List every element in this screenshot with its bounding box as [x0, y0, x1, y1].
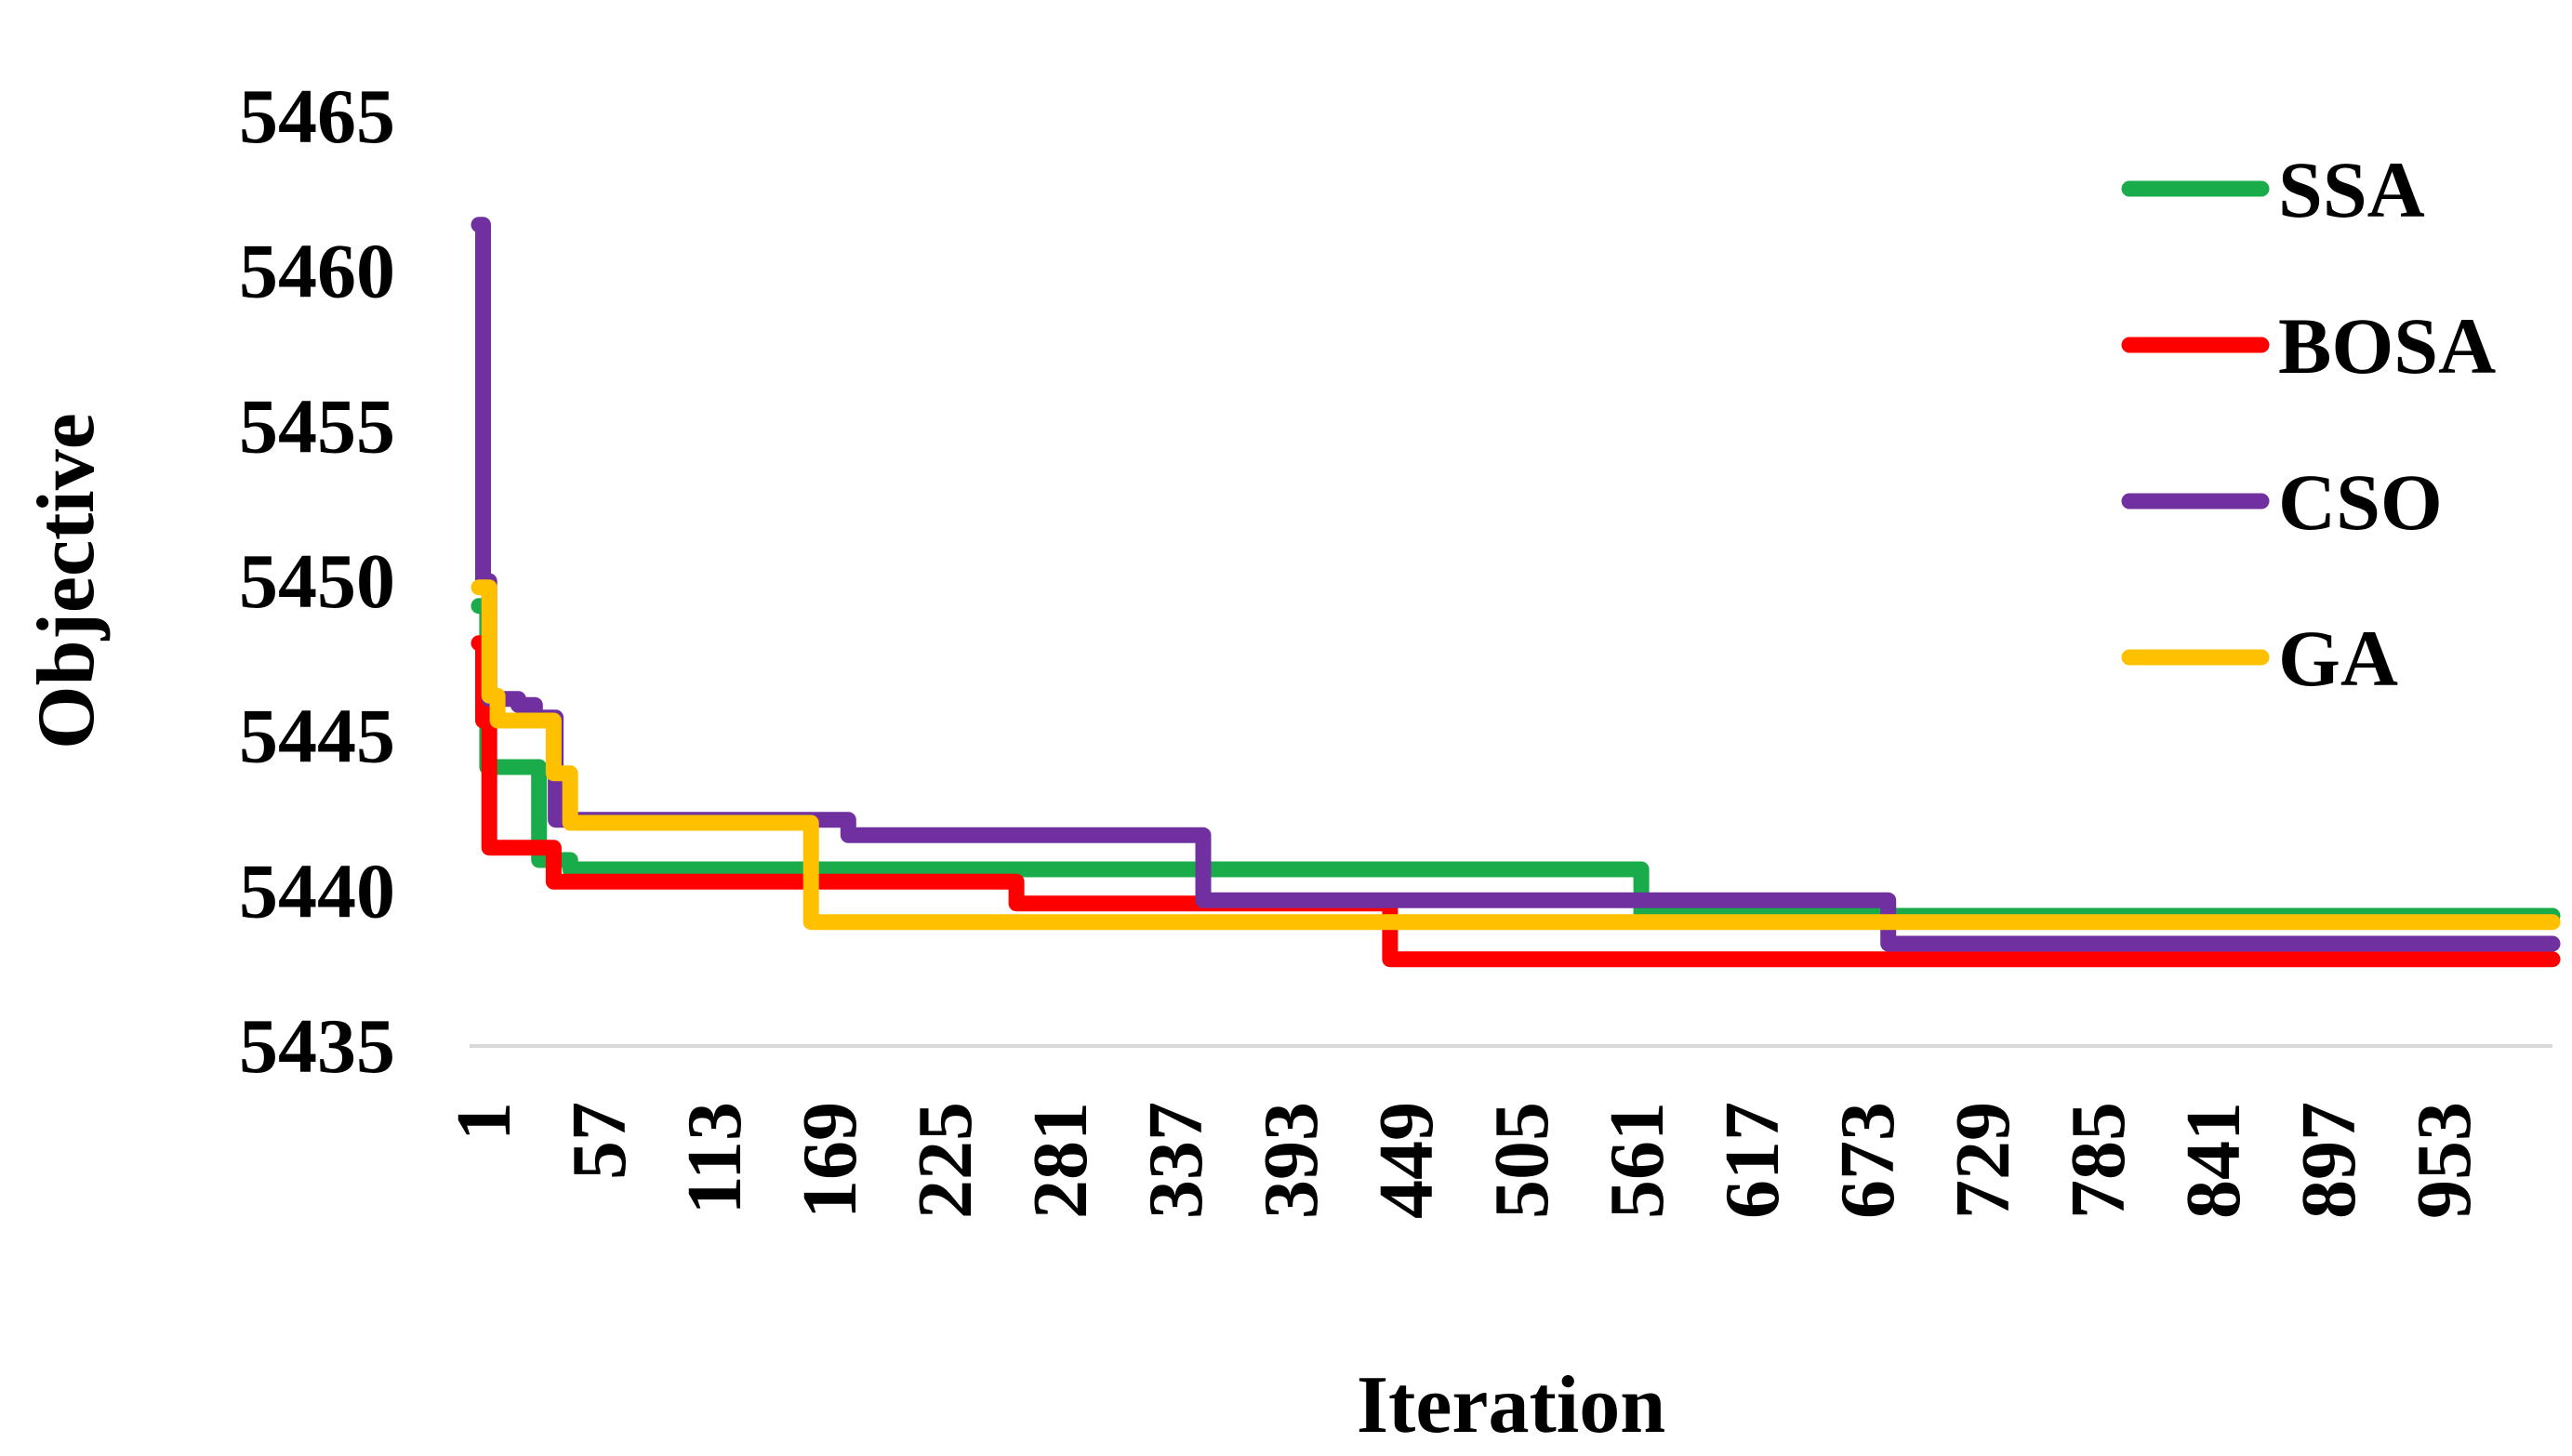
- legend-label-ga: GA: [2278, 614, 2398, 703]
- y-tick-label: 5450: [239, 538, 395, 625]
- legend-label-bosa: BOSA: [2278, 301, 2496, 390]
- legend-label-ssa: SSA: [2278, 145, 2425, 234]
- x-tick-label: 673: [1824, 1102, 1911, 1219]
- y-tick-label: 5460: [239, 229, 395, 315]
- x-tick-label: 337: [1133, 1102, 1219, 1219]
- y-axis-ticks: 5435 5440 5445 5450 5455 5460 5465: [239, 73, 395, 1090]
- x-tick-label: 897: [2286, 1102, 2372, 1219]
- x-tick-label: 449: [1363, 1102, 1450, 1219]
- x-tick-label: 393: [1248, 1102, 1334, 1219]
- y-tick-label: 5445: [239, 694, 395, 780]
- series-line-ga: [471, 579, 2561, 931]
- x-tick-label: 281: [1017, 1102, 1104, 1219]
- legend-label-cso: CSO: [2278, 457, 2443, 547]
- x-tick-label: 561: [1594, 1102, 1680, 1219]
- x-tick-label: 505: [1478, 1102, 1565, 1219]
- y-tick-label: 5435: [239, 1003, 395, 1090]
- series-layer: [471, 217, 2561, 968]
- x-tick-label: 1: [441, 1102, 527, 1141]
- series-line-cso: [471, 217, 2561, 952]
- x-tick-label: 841: [2170, 1102, 2257, 1219]
- y-tick-label: 5465: [239, 73, 395, 160]
- x-axis-title: Iteration: [1357, 1360, 1665, 1450]
- x-tick-label: 57: [556, 1102, 643, 1180]
- x-tick-label: 729: [1940, 1102, 2026, 1219]
- y-tick-label: 5440: [239, 848, 395, 934]
- legend: SSA BOSA CSO GA: [2121, 145, 2496, 703]
- x-tick-label: 113: [671, 1102, 758, 1214]
- y-axis-title: Objective: [21, 413, 112, 749]
- x-tick-label: 953: [2401, 1102, 2487, 1219]
- x-tick-label: 225: [902, 1102, 988, 1219]
- x-axis-ticks: 1 57 113 169 225 281 337 393 449 505 561 617 673 729 7…: [441, 1102, 2487, 1219]
- y-tick-label: 5455: [239, 383, 395, 470]
- x-tick-label: 785: [2055, 1102, 2141, 1219]
- series-line-bosa: [471, 635, 2561, 968]
- x-tick-label: 617: [1709, 1102, 1796, 1219]
- x-tick-label: 169: [787, 1102, 873, 1219]
